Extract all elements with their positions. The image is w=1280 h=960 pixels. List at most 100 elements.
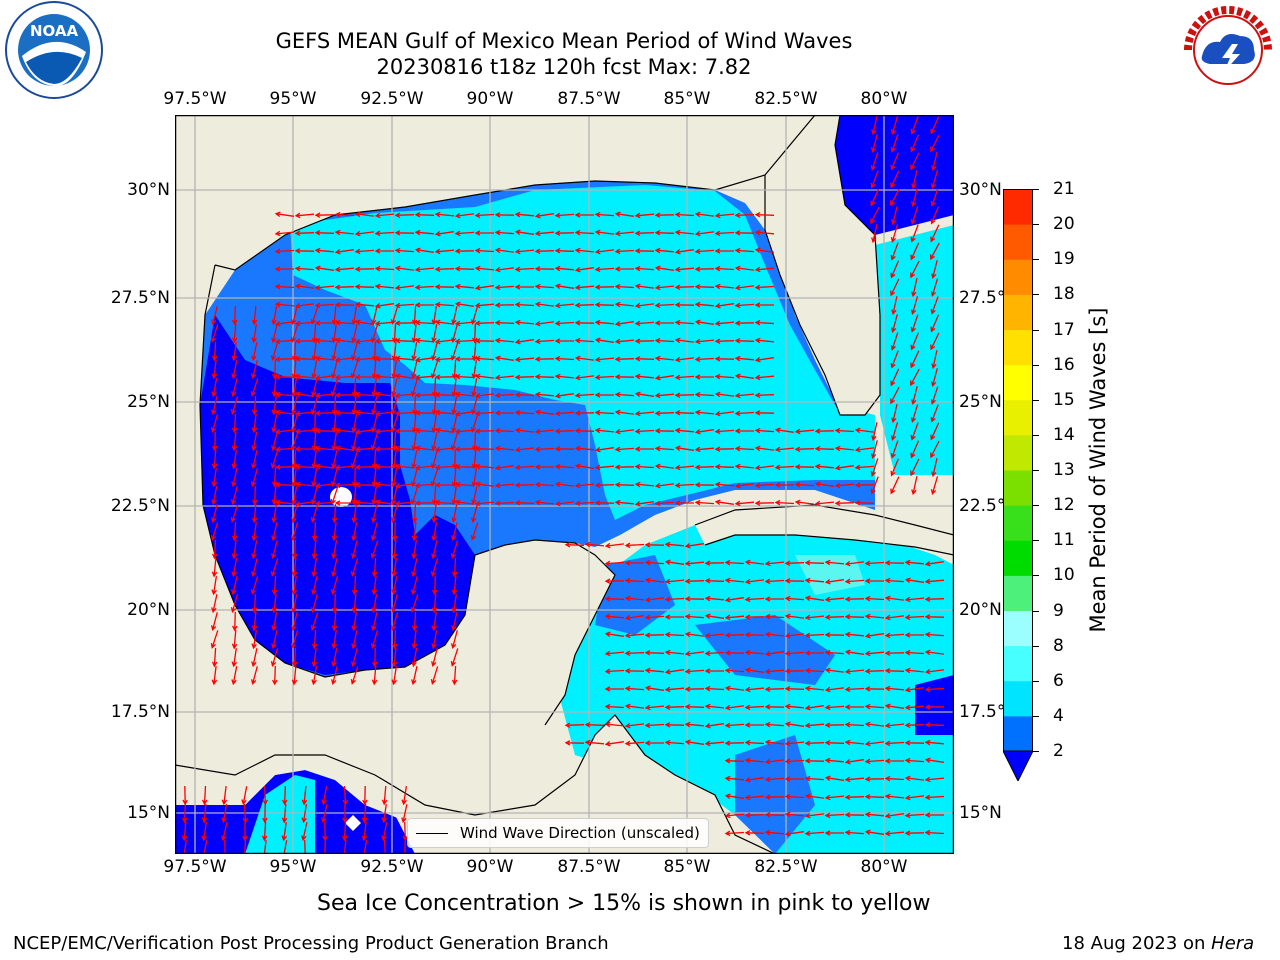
wind-wave-arrow [231, 342, 238, 362]
wind-wave-arrow [584, 541, 605, 548]
wind-wave-arrow [684, 578, 705, 584]
wind-wave-arrow [634, 481, 655, 488]
legend-line-sample [416, 832, 448, 834]
wind-wave-arrow [394, 500, 415, 507]
wind-wave-arrow [754, 319, 775, 326]
wind-wave-arrow [904, 757, 925, 764]
wind-wave-arrow [924, 668, 944, 675]
wind-wave-arrow [554, 428, 575, 434]
lon-tick-top: 82.5°W [754, 89, 818, 109]
wind-wave-arrow [694, 248, 715, 255]
colorbar-tick-mark [1033, 680, 1039, 682]
colorbar-tick-mark [1033, 645, 1039, 647]
wind-wave-arrow [574, 355, 594, 362]
wind-wave-arrow [890, 476, 900, 495]
wind-wave-arrow [201, 803, 208, 824]
wind-wave-arrow [321, 785, 328, 806]
wind-wave-arrow [594, 266, 615, 273]
wind-wave-arrow [774, 482, 794, 488]
wind-wave-arrow [664, 722, 685, 728]
wind-wave-arrow [864, 668, 885, 674]
wind-wave-arrow [774, 499, 795, 506]
wind-wave-arrow [411, 360, 418, 380]
wind-wave-arrow [314, 320, 334, 326]
wind-wave-arrow [311, 665, 318, 686]
wind-wave-arrow [331, 450, 338, 470]
wind-wave-arrow [594, 446, 614, 453]
footer-date-text: 18 Aug 2023 on [1062, 933, 1212, 954]
lon-tick-top: 87.5°W [557, 89, 621, 109]
wind-wave-arrow [654, 247, 675, 254]
wind-wave-arrow [394, 320, 415, 326]
wind-wave-arrow [684, 668, 705, 675]
wind-wave-arrow [451, 306, 458, 326]
wind-wave-arrow [231, 648, 238, 668]
colorbar-tick: 4 [1053, 705, 1064, 726]
footer-host: Hera [1211, 933, 1255, 954]
wind-wave-arrow [450, 648, 459, 667]
wind-wave-arrow [764, 794, 785, 800]
wind-wave-arrow [744, 776, 764, 783]
wind-wave-arrow [351, 305, 358, 326]
wind-wave-arrow [291, 576, 298, 596]
wind-wave-arrow [684, 596, 705, 602]
wind-wave-arrow [434, 446, 455, 453]
wind-wave-arrow [594, 356, 615, 363]
wind-wave-arrow [471, 449, 478, 470]
wind-wave-arrow [370, 324, 379, 344]
colorbar-tick: 18 [1053, 284, 1075, 305]
wind-wave-arrow [514, 500, 535, 506]
wind-wave-arrow [370, 432, 379, 451]
wind-wave-arrow [634, 446, 654, 452]
wind-wave-arrow [684, 650, 704, 657]
wind-wave-arrow [251, 414, 258, 434]
wind-wave-arrow [383, 839, 388, 854]
wind-wave-arrow [311, 539, 318, 560]
wind-wave-arrow [930, 314, 940, 333]
map-frame [174, 114, 955, 855]
map-title: GEFS MEAN Gulf of Mexico Mean Period of … [275, 29, 853, 53]
wind-wave-arrow [930, 170, 939, 190]
colorbar-tick: 9 [1053, 600, 1064, 621]
wind-wave-arrow [784, 740, 805, 747]
wind-wave-arrow [231, 413, 238, 434]
wind-wave-arrow [354, 464, 375, 470]
wind-wave-arrow [604, 686, 624, 692]
wind-wave-arrow [574, 428, 595, 434]
wind-wave-arrow [614, 409, 634, 416]
lon-tick-top: 97.5°W [163, 89, 227, 109]
wind-wave-arrow [434, 230, 454, 237]
footer-credit: NCEP/EMC/Verification Post Processing Pr… [13, 933, 609, 954]
wind-wave-arrow [674, 392, 695, 398]
wind-wave-arrow [594, 482, 615, 488]
wind-wave-arrow [930, 476, 939, 496]
wind-wave-arrow [564, 722, 585, 728]
wind-wave-arrow [334, 211, 355, 218]
wind-wave-arrow [930, 296, 939, 315]
wind-wave-arrow [774, 464, 795, 471]
wind-wave-arrow [391, 341, 398, 362]
wind-wave-arrow [391, 647, 398, 668]
wind-wave-arrow [624, 685, 645, 692]
wind-wave-arrow [351, 377, 358, 398]
wind-wave-arrow [471, 467, 478, 488]
wind-wave-arrow [924, 614, 945, 620]
wind-wave-arrow [430, 558, 439, 578]
lon-tick-top: 90°W [466, 89, 514, 109]
wind-wave-arrow [864, 740, 884, 747]
wind-wave-arrow [574, 445, 595, 452]
wind-wave-arrow [391, 629, 398, 650]
wind-wave-arrow [250, 576, 259, 595]
wind-wave-arrow [374, 391, 394, 398]
wind-wave-arrow [311, 521, 318, 542]
wind-wave-arrow [371, 414, 378, 434]
wind-wave-arrow [371, 485, 378, 506]
wind-wave-arrow [910, 314, 919, 333]
wind-wave-arrow [290, 630, 299, 649]
wind-wave-arrow [362, 785, 368, 806]
wind-wave-arrow [474, 247, 495, 254]
wind-wave-arrow [434, 211, 455, 218]
wind-wave-arrow [714, 283, 735, 290]
wind-wave-arrow [470, 504, 478, 524]
wind-wave-arrow [330, 378, 339, 397]
